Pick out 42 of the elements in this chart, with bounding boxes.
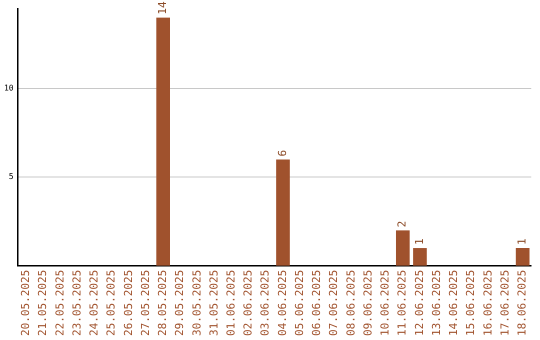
y-tick-label: 10 [4, 84, 14, 93]
x-tick-label: 21.05.2025 [36, 270, 50, 336]
x-tick-label: 05.06.2025 [292, 270, 306, 336]
x-tick-label: 28.05.2025 [156, 270, 170, 336]
x-tick-label: 18.06.2025 [516, 270, 529, 336]
data-label: 14 [156, 1, 170, 15]
bar [396, 230, 410, 266]
x-tick-label: 22.05.2025 [53, 270, 66, 336]
x-tick-label: 31.05.2025 [207, 270, 220, 336]
x-tick-label: 02.06.2025 [242, 270, 255, 336]
x-tick-label: 15.06.2025 [464, 270, 478, 336]
x-tick-label: 16.06.2025 [481, 270, 494, 336]
x-tick-label: 13.06.2025 [430, 270, 443, 336]
x-tick-label: 04.06.2025 [276, 270, 289, 336]
x-tick-label: 07.06.2025 [327, 270, 340, 336]
bar [156, 18, 170, 266]
data-label: 1 [516, 238, 529, 246]
x-tick-label: 08.06.2025 [344, 270, 358, 336]
x-tick-label: 27.05.2025 [138, 270, 152, 336]
x-tick-label: 12.06.2025 [412, 270, 426, 336]
x-tick-label: 01.06.2025 [224, 270, 238, 336]
x-tick-label: 20.05.2025 [19, 270, 32, 336]
x-tick-label: 11.06.2025 [396, 270, 409, 336]
x-tick-label: 30.05.2025 [190, 270, 204, 336]
x-tick-label: 06.06.2025 [310, 270, 324, 336]
x-tick-label: 29.05.2025 [173, 270, 186, 336]
data-label: 1 [412, 238, 426, 246]
x-tick-label: 09.06.2025 [361, 270, 374, 336]
bar [413, 248, 427, 266]
x-tick-label: 26.05.2025 [122, 270, 135, 336]
x-tick-label: 23.05.2025 [70, 270, 84, 336]
x-tick-label: 25.05.2025 [104, 270, 118, 336]
x-tick-label: 24.05.2025 [88, 270, 101, 336]
bar [516, 248, 530, 266]
bar [276, 159, 290, 266]
x-tick-label: 03.06.2025 [258, 270, 272, 336]
data-label: 6 [276, 150, 289, 156]
x-tick-label: 17.06.2025 [498, 270, 512, 336]
data-label: 2 [396, 220, 409, 228]
y-tick-label: 5 [8, 172, 14, 182]
x-tick-label: 14.06.2025 [447, 270, 460, 336]
x-tick-label: 10.06.2025 [378, 270, 392, 336]
